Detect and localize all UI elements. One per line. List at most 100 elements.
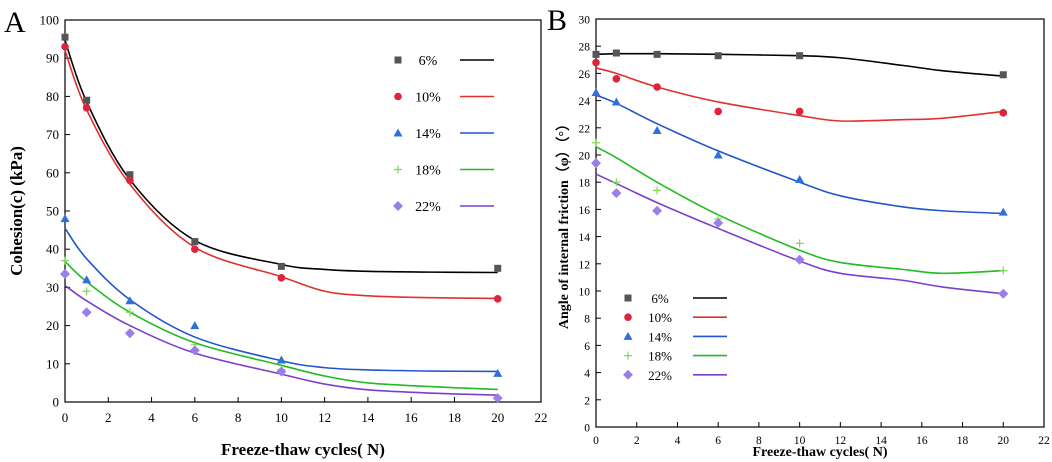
panel-a-x-tick-label: 8 [235, 410, 242, 425]
panel-a-y-tick-label: 0 [53, 395, 60, 410]
panel-a-point-22pct [60, 269, 70, 280]
panel-a-point-10pct [493, 295, 502, 303]
panel-b-legend-marker-14pct [623, 331, 633, 340]
panel-b-legend-marker-6pct [624, 294, 632, 302]
panel-b-point-14pct [998, 207, 1008, 216]
panel-a-x-tick-label: 14 [361, 410, 375, 425]
panel-a-point-14pct [276, 355, 286, 364]
panel-b-y-tick-label: 12 [579, 259, 591, 271]
panel-b-legend-label: 6% [651, 291, 669, 306]
panel-b-y-axis-title: Angle of internal friction（φ）（°） [556, 117, 572, 329]
panel-a-legend-label: 22% [415, 200, 441, 215]
panel-a-fit-line-18pct [64, 260, 498, 391]
panel-a-point-22pct [189, 345, 200, 356]
panel-b-y-tick-label: 6 [584, 341, 590, 353]
panel-a-legend-marker-10pct [394, 92, 402, 101]
panel-a-legend-label: 14% [415, 127, 441, 142]
panel-a-point-22pct [276, 366, 287, 377]
panel-b-x-tick-label: 2 [634, 435, 640, 447]
panel-a-point-6pct [126, 171, 134, 179]
panel-b-point-10pct [714, 107, 722, 116]
panel-b-fit-line-10pct [595, 67, 1004, 122]
panel-a-point-18pct [61, 256, 69, 265]
panel-a-y-tick-label: 10 [46, 356, 59, 371]
panel-b-y-tick-label: 2 [584, 395, 590, 407]
panel-b-point-18pct [999, 266, 1008, 275]
panel-b-x-tick-label: 4 [675, 435, 681, 447]
panel-b-point-10pct [653, 83, 661, 91]
panel-b: B 0 2 4 6 8 10 12 14 16 18 20 220246810121416182022… [547, 4, 1050, 460]
panel-b-point-6pct [714, 52, 722, 60]
panel-b-y-tick-label: 30 [579, 15, 591, 27]
panel-b-x-tick-label: 8 [756, 435, 762, 447]
panel-a-legend-marker-18pct [394, 165, 402, 174]
panel-b-letter: B [547, 4, 567, 37]
panel-a-y-tick-label: 100 [40, 13, 60, 28]
panel-b-y-tick-label: 16 [579, 205, 591, 217]
panel-b-point-22pct [998, 288, 1009, 299]
panel-a-legend-marker-14pct [393, 128, 403, 137]
panel-a-legend-marker-6pct [394, 56, 402, 64]
panel-b-point-6pct [612, 49, 620, 57]
panel-a-point-10pct [61, 42, 69, 51]
panel-a-point-6pct [277, 262, 285, 270]
panel-a-point-6pct [191, 238, 199, 246]
panel-b-point-6pct [999, 71, 1007, 79]
panel-a-fit-line-6pct [64, 39, 498, 274]
panel-b-point-22pct [713, 218, 724, 228]
panel-b-fit-line-18pct [595, 146, 1004, 275]
panel-b-x-tick-label: 10 [794, 435, 806, 447]
panel-b-point-22pct [652, 205, 663, 216]
panel-a: A 0 2 4 6 8 10 12 14 16 18 20 22 0 10 20 30 40 50 60 70 80 90… [4, 6, 548, 459]
panel-a-x-tick-label: 4 [148, 410, 155, 425]
panel-b-x-tick-label: 0 [593, 435, 599, 447]
panel-b-x-tick-label: 6 [715, 435, 721, 447]
panel-b-x-tick-label: 12 [835, 435, 847, 447]
panel-b-legend-marker-22pct [623, 369, 633, 380]
panel-b-y-tick-label: 20 [579, 151, 591, 163]
panel-b-y-tick-label: 24 [579, 96, 591, 108]
panel-b-point-18pct [653, 186, 662, 195]
panel-a-point-14pct [493, 368, 503, 377]
panel-a-x-tick-label: 18 [448, 410, 461, 425]
panel-a-x-axis-title: Freeze-thaw cycles( N) [221, 440, 385, 459]
panel-a-legend-label: 18% [415, 164, 441, 179]
panel-a-point-14pct [60, 214, 70, 223]
panel-a-point-18pct [125, 308, 134, 317]
panel-a-fit-line-10pct [64, 50, 498, 300]
panel-b-legend-label: 18% [648, 349, 672, 364]
panel-a-point-22pct [492, 393, 503, 404]
panel-b-point-10pct [612, 75, 621, 83]
panel-b-x-axis-title: Freeze-thaw cycles( N) [752, 445, 887, 460]
panel-b-point-10pct [592, 58, 600, 67]
panel-b-legend-label: 14% [648, 329, 672, 344]
panel-b-legend-marker-10pct [624, 313, 632, 322]
panel-b-y-tick-label: 8 [584, 314, 590, 326]
panel-b-point-14pct [611, 97, 621, 106]
panel-b-point-14pct [652, 126, 662, 135]
panel-b-point-6pct [796, 52, 804, 60]
panel-b-y-tick-label: 18 [579, 178, 591, 190]
panel-b-point-14pct [795, 174, 805, 183]
panel-a-frame [64, 19, 542, 403]
panel-a-point-14pct [190, 321, 200, 330]
panel-a-y-tick-label: 80 [46, 89, 59, 104]
panel-b-point-18pct [592, 138, 600, 147]
panel-b-x-tick-label: 22 [1038, 435, 1050, 447]
panel-b-point-14pct [713, 150, 723, 159]
panel-a-y-tick-label: 60 [46, 165, 59, 180]
panel-a-legend-marker-22pct [393, 201, 403, 211]
panel-b-x-tick-label: 20 [998, 435, 1010, 447]
panel-b-x-tick-label: 18 [957, 435, 969, 447]
panel-b-y-tick-label: 4 [584, 368, 590, 380]
panel-a-x-tick-label: 10 [275, 410, 288, 425]
panel-a-point-6pct [494, 264, 502, 272]
panel-b-y-tick-label: 0 [584, 423, 590, 435]
panel-a-y-axis-title: Cohesion(c) (kPa) [7, 146, 26, 276]
panel-a-point-14pct [125, 296, 135, 305]
panel-b-point-10pct [999, 109, 1008, 117]
panel-a-letter: A [4, 6, 26, 39]
panel-a-point-18pct [82, 287, 91, 296]
panel-b-y-tick-label: 28 [579, 42, 591, 54]
